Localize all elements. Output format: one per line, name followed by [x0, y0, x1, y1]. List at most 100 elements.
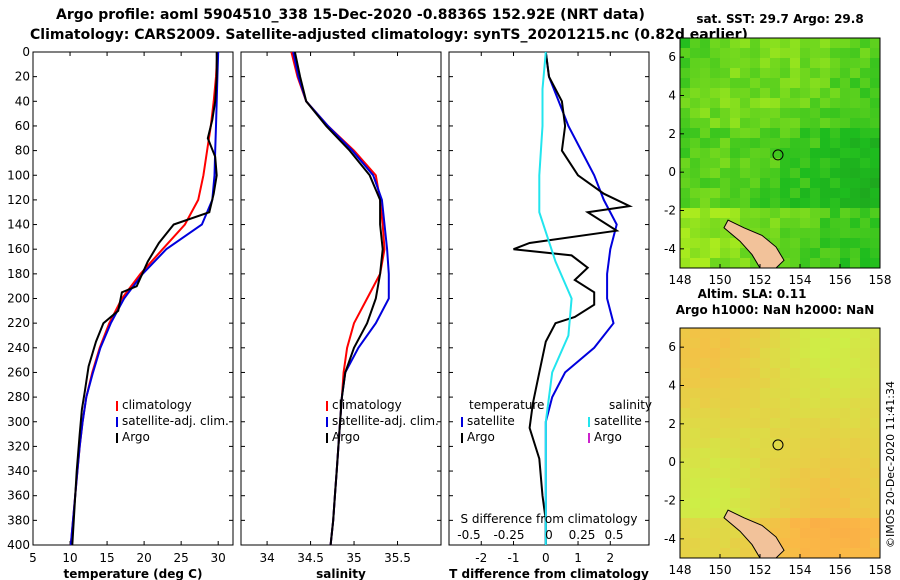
map-cell	[800, 468, 810, 478]
map-cell	[770, 438, 780, 448]
map-cell	[700, 428, 710, 438]
map-cell	[810, 88, 820, 98]
map-cell	[780, 478, 790, 488]
y-tick-label: 300	[7, 415, 30, 429]
map-cell	[870, 188, 880, 198]
map-cell	[820, 168, 830, 178]
map-cell	[800, 158, 810, 168]
map-cell	[740, 348, 750, 358]
map-cell	[750, 438, 760, 448]
map-cell	[850, 48, 860, 58]
map-cell	[810, 378, 820, 388]
series-argo	[71, 52, 218, 546]
map-cell	[730, 338, 740, 348]
map-cell	[690, 498, 700, 508]
y-tick-label: 60	[15, 119, 30, 133]
map-cell	[680, 518, 690, 528]
map-cell	[770, 68, 780, 78]
map-cell	[790, 68, 800, 78]
map-cell	[760, 368, 770, 378]
map-cell	[690, 88, 700, 98]
map-cell	[860, 208, 870, 218]
map-cell	[800, 58, 810, 68]
map-cell	[710, 408, 720, 418]
map-cell	[680, 328, 690, 338]
x-tick-label: 34.5	[297, 551, 324, 565]
map-cell	[780, 468, 790, 478]
map-cell	[680, 528, 690, 538]
map-cell	[700, 518, 710, 528]
map-cell	[740, 328, 750, 338]
map-cell	[690, 418, 700, 428]
map-cell	[690, 158, 700, 168]
map-cell	[760, 378, 770, 388]
map-cell	[830, 528, 840, 538]
map-cell	[840, 88, 850, 98]
map-cell	[730, 58, 740, 68]
map-cell	[810, 508, 820, 518]
map-cell	[850, 538, 860, 548]
map-cell	[680, 208, 690, 218]
map-cell	[700, 98, 710, 108]
map-cell	[870, 418, 880, 428]
y-tick-label: 180	[7, 267, 30, 281]
map-cell	[730, 378, 740, 388]
map-cell	[750, 488, 760, 498]
map-cell	[830, 238, 840, 248]
map-cell	[680, 258, 690, 268]
map-cell	[680, 108, 690, 118]
map-cell	[730, 478, 740, 488]
plot-frame	[32, 51, 234, 546]
map-cell	[870, 508, 880, 518]
map-cell	[730, 498, 740, 508]
map-cell	[740, 538, 750, 548]
map-cell	[850, 108, 860, 118]
map-cell	[790, 198, 800, 208]
map-cell	[720, 198, 730, 208]
y-tick-label: 140	[7, 218, 30, 232]
map-cell	[700, 488, 710, 498]
map-cell	[770, 228, 780, 238]
map-cell	[690, 218, 700, 228]
map-cell	[790, 88, 800, 98]
y-tick-label: -4	[664, 242, 676, 256]
map-map-sst: 148 150 152 154 156 158 -4 -2 0 2 4 6 sat. SST: 29.7…	[664, 12, 891, 287]
map-cell	[770, 48, 780, 58]
map-cell	[760, 478, 770, 488]
map-cell	[800, 178, 810, 188]
map-cell	[850, 88, 860, 98]
map-map-sla: 148 150 152 154 156 158 -4 -2 0 2 4 6 Altim. SLA: 0.…	[664, 287, 891, 577]
x-tick-label: 20	[136, 551, 151, 565]
map-cell	[810, 168, 820, 178]
map-cell	[830, 498, 840, 508]
map-cell	[770, 38, 780, 48]
map-cell	[720, 248, 730, 258]
map-cell	[680, 88, 690, 98]
map-cell	[780, 398, 790, 408]
map-cell	[860, 388, 870, 398]
y-tick-label: 40	[15, 94, 30, 108]
map-cell	[860, 228, 870, 238]
map-cell	[770, 138, 780, 148]
legend-label: satellite-adj. clim.	[122, 414, 229, 428]
map-cell	[770, 108, 780, 118]
map-cell	[840, 408, 850, 418]
map-cell	[820, 48, 830, 58]
map-cell	[780, 238, 790, 248]
x-axis-label: temperature (deg C)	[64, 567, 203, 580]
map-cell	[850, 358, 860, 368]
map-cell	[700, 448, 710, 458]
map-cell	[830, 68, 840, 78]
map-cell	[830, 518, 840, 528]
map-cell	[820, 248, 830, 258]
map-cell	[690, 428, 700, 438]
map-cell	[710, 518, 720, 528]
map-cell	[870, 58, 880, 68]
map-cell	[740, 148, 750, 158]
map-cell	[780, 138, 790, 148]
map-cell	[750, 188, 760, 198]
map-cell	[770, 488, 780, 498]
map-cell	[700, 168, 710, 178]
y-tick-label: -2	[664, 494, 676, 508]
map-cell	[800, 448, 810, 458]
